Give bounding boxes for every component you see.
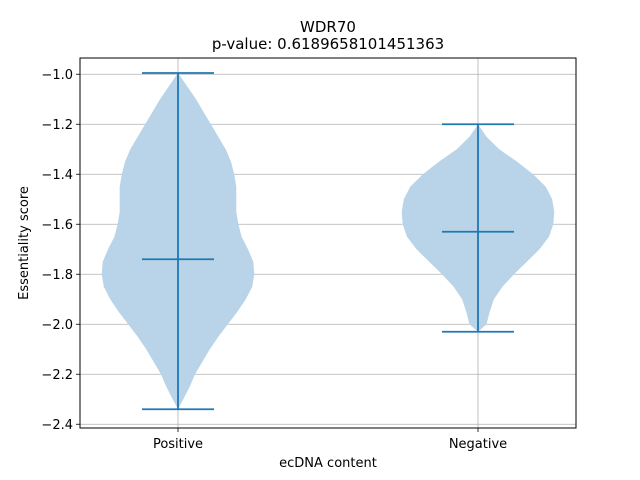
y-tick-label: −1.4 bbox=[41, 168, 73, 183]
chart-subtitle: p-value: 0.6189658101451363 bbox=[212, 35, 444, 53]
y-tick-label: −2.4 bbox=[41, 418, 73, 433]
chart-title: WDR70 bbox=[300, 18, 356, 36]
y-tick-label: −1.2 bbox=[41, 118, 73, 133]
y-tick-label: −2.0 bbox=[41, 318, 73, 333]
y-axis-label: Essentiality score bbox=[17, 186, 32, 300]
y-tick-label: −1.6 bbox=[41, 218, 73, 233]
x-axis-label: ecDNA content bbox=[279, 456, 377, 471]
y-tick-label: −2.2 bbox=[41, 368, 73, 383]
plot-frame bbox=[79, 57, 577, 429]
x-tick-label: Negative bbox=[449, 437, 507, 452]
axis-layer: −1.0 −1.2 −1.4 −1.6 −1.8 −2.0 −2.2 −2.4 Positive… bbox=[41, 68, 507, 452]
y-tick-label: −1.8 bbox=[41, 268, 73, 283]
violin-layer bbox=[101, 72, 555, 411]
y-tick-label: −1.0 bbox=[41, 68, 73, 83]
x-tick-label: Positive bbox=[153, 437, 203, 452]
